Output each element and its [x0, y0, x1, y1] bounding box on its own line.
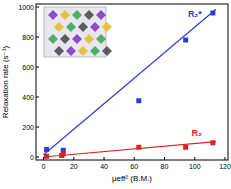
- point: [44, 154, 49, 159]
- y-tick-label: 800: [22, 34, 34, 41]
- inset-polyhedron: [66, 22, 76, 32]
- y-tick-label: 600: [22, 64, 34, 71]
- x-tick: [164, 157, 165, 160]
- y-tick: [36, 7, 39, 8]
- x-tick: [194, 157, 195, 160]
- x-tick-label: 80: [161, 163, 169, 170]
- chart: 0 20 40 60 80 100 120 0 200 400 600 800 1000 μeff² (B…: [0, 0, 231, 189]
- inset-polyhedron: [90, 22, 100, 32]
- y-tick: [36, 37, 39, 38]
- x-tick-label: 120: [219, 163, 231, 170]
- point: [61, 152, 66, 157]
- x-tick-label: 0: [42, 163, 46, 170]
- x-tick: [134, 157, 135, 160]
- x-axis-label: μeff² (B.M.): [112, 174, 152, 183]
- x-tick: [73, 157, 74, 160]
- fit-line: [44, 9, 216, 155]
- x-tick-label: 60: [130, 163, 138, 170]
- x-tick: [104, 157, 105, 160]
- point: [183, 145, 188, 150]
- y-tick: [36, 67, 39, 68]
- inset-polyhedron: [48, 10, 58, 20]
- inset-polyhedron: [66, 46, 76, 56]
- plot-frame: [36, 4, 228, 160]
- inset-polyhedron: [96, 10, 106, 20]
- y-tick-label: 200: [22, 124, 34, 131]
- inset-polyhedron: [102, 22, 112, 32]
- x-tick-label: 20: [70, 163, 78, 170]
- inset-polyhedron: [84, 10, 94, 20]
- y-tick: [36, 127, 39, 128]
- y-axis-label: Relaxation rate (s⁻¹): [1, 46, 10, 119]
- point: [136, 98, 141, 103]
- inset-polyhedron: [54, 22, 64, 32]
- x-tick: [224, 157, 225, 160]
- inset-structure: [44, 7, 112, 57]
- y-tick-label: 1000: [18, 4, 34, 11]
- series-label: R₂: [191, 128, 202, 138]
- inset-polyhedron: [54, 46, 64, 56]
- point: [44, 147, 49, 152]
- inset-polyhedron: [72, 10, 82, 20]
- x-tick-label: 40: [100, 163, 108, 170]
- y-tick-label: 0: [30, 154, 34, 161]
- y-tick: [36, 97, 39, 98]
- inset-polyhedron: [84, 34, 94, 44]
- y-tick-label: 400: [22, 94, 34, 101]
- data-group: [44, 9, 216, 159]
- inset-polyhedron: [90, 46, 100, 56]
- inset-polyhedron: [60, 10, 70, 20]
- inset-polyhedron: [102, 46, 112, 56]
- point: [210, 140, 215, 145]
- inset-polyhedron: [78, 46, 88, 56]
- inset-bg: [44, 7, 106, 57]
- fit-line: [44, 142, 216, 157]
- inset-polyhedron: [72, 34, 82, 44]
- inset-polyhedron: [60, 34, 70, 44]
- y-tick: [36, 157, 39, 158]
- inset-polyhedron: [48, 34, 58, 44]
- point: [183, 38, 188, 43]
- x-tick-label: 100: [189, 163, 201, 170]
- point: [136, 145, 141, 150]
- inset-polyhedron: [78, 22, 88, 32]
- inset-polyhedron: [96, 34, 106, 44]
- series-label: R₂*: [188, 9, 202, 19]
- point: [210, 11, 215, 16]
